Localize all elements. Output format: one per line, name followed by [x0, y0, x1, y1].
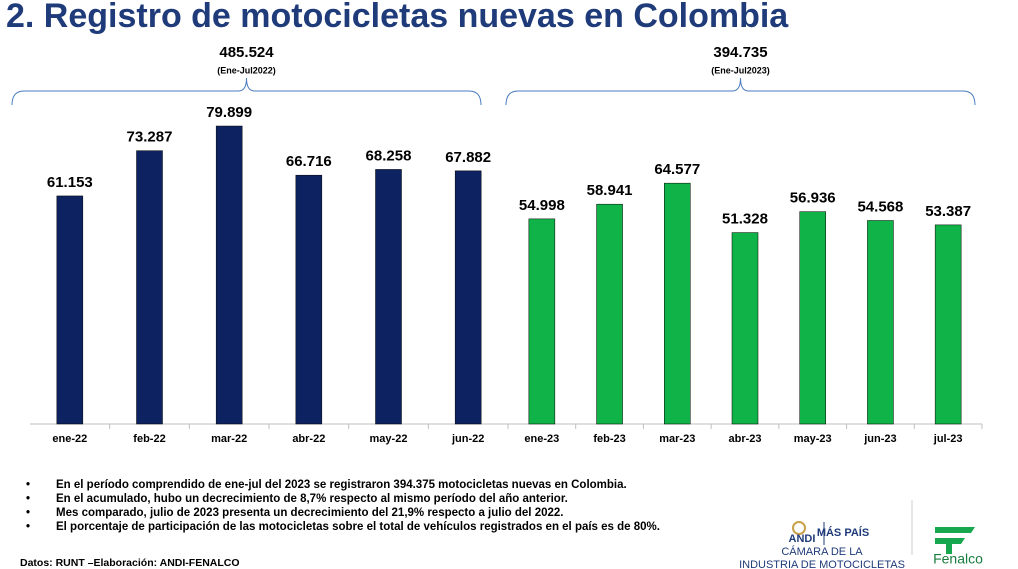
value-label: 64.577: [654, 161, 700, 178]
bar: [215, 125, 243, 425]
note: En el acumulado, hubo un decrecimiento d…: [56, 493, 568, 505]
x-tick-label: feb-22: [133, 433, 165, 445]
note: En el período comprendido de ene-jul del…: [56, 479, 627, 491]
x-tick-label: mar-22: [211, 433, 247, 445]
note: El porcentaje de participación de las mo…: [56, 521, 660, 533]
bracket: [11, 77, 482, 106]
value-label: 79.899: [206, 104, 252, 121]
fenalco-icon: [935, 527, 975, 554]
bullet: •: [26, 507, 30, 519]
note: Mes comparado, julio de 2023 presenta un…: [56, 507, 563, 519]
andi-logo: ANDI: [789, 533, 816, 545]
x-tick-label: jun-23: [863, 433, 896, 445]
value-label: 66.716: [286, 153, 332, 170]
x-tick-label: mar-23: [659, 433, 695, 445]
group-total: 394.735: [713, 44, 767, 61]
bullet: •: [26, 479, 30, 491]
group-period: (Ene-Jul2022): [217, 65, 276, 75]
bar: [136, 150, 163, 425]
bar: [799, 211, 826, 425]
x-tick-label: feb-23: [593, 433, 625, 445]
value-label: 54.998: [519, 197, 565, 214]
x-tick-label: jul-23: [933, 433, 963, 445]
bar: [934, 224, 962, 425]
slide-title: 2. Registro de motocicletas nuevas en Co…: [6, 0, 789, 35]
x-tick-label: may-22: [370, 433, 408, 445]
bar: [375, 169, 402, 425]
value-label: 67.882: [445, 149, 491, 166]
value-label: 58.941: [587, 182, 633, 199]
bar: [664, 182, 691, 425]
bar: [731, 232, 759, 425]
value-label: 53.387: [925, 203, 971, 220]
logos: ANDI MÁS PAÍS CÁMARA DE LA INDUSTRIA DE …: [739, 500, 983, 569]
bar: [454, 170, 482, 425]
bullet: •: [26, 493, 30, 505]
bar: [528, 218, 556, 425]
bullet: •: [26, 521, 30, 533]
x-tick-label: ene-23: [524, 433, 559, 445]
value-label: 56.936: [790, 190, 836, 207]
value-label: 68.258: [366, 147, 412, 164]
bar: [867, 220, 894, 425]
mas-pais-logo: MÁS PAÍS: [817, 526, 869, 539]
bar: [295, 174, 323, 425]
x-tick-label: jun-22: [451, 433, 484, 445]
fenalco-logo: Fenalco: [933, 551, 983, 567]
value-label: 61.153: [47, 174, 93, 191]
industria-text: INDUSTRIA DE MOTOCICLETAS: [739, 559, 905, 569]
x-tick-label: may-23: [794, 433, 832, 445]
group-period: (Ene-Jul2023): [711, 65, 770, 75]
andi-icon: [792, 521, 806, 535]
value-label: 73.287: [127, 129, 173, 146]
group-total: 485.524: [219, 44, 274, 61]
value-label: 54.568: [857, 198, 903, 215]
source: Datos: RUNT –Elaboración: ANDI-FENALCO: [20, 557, 240, 569]
notes: • • • • En el período comprendido de ene…: [26, 479, 660, 533]
bar: [596, 203, 623, 425]
x-tick-label: abr-22: [292, 433, 325, 445]
bar: [56, 195, 84, 425]
camara-text: CÁMARA DE LA: [781, 545, 863, 558]
x-tick-label: ene-22: [52, 433, 87, 445]
value-label: 51.328: [722, 211, 768, 228]
x-tick-label: abr-23: [728, 433, 761, 445]
bracket: [505, 77, 976, 106]
